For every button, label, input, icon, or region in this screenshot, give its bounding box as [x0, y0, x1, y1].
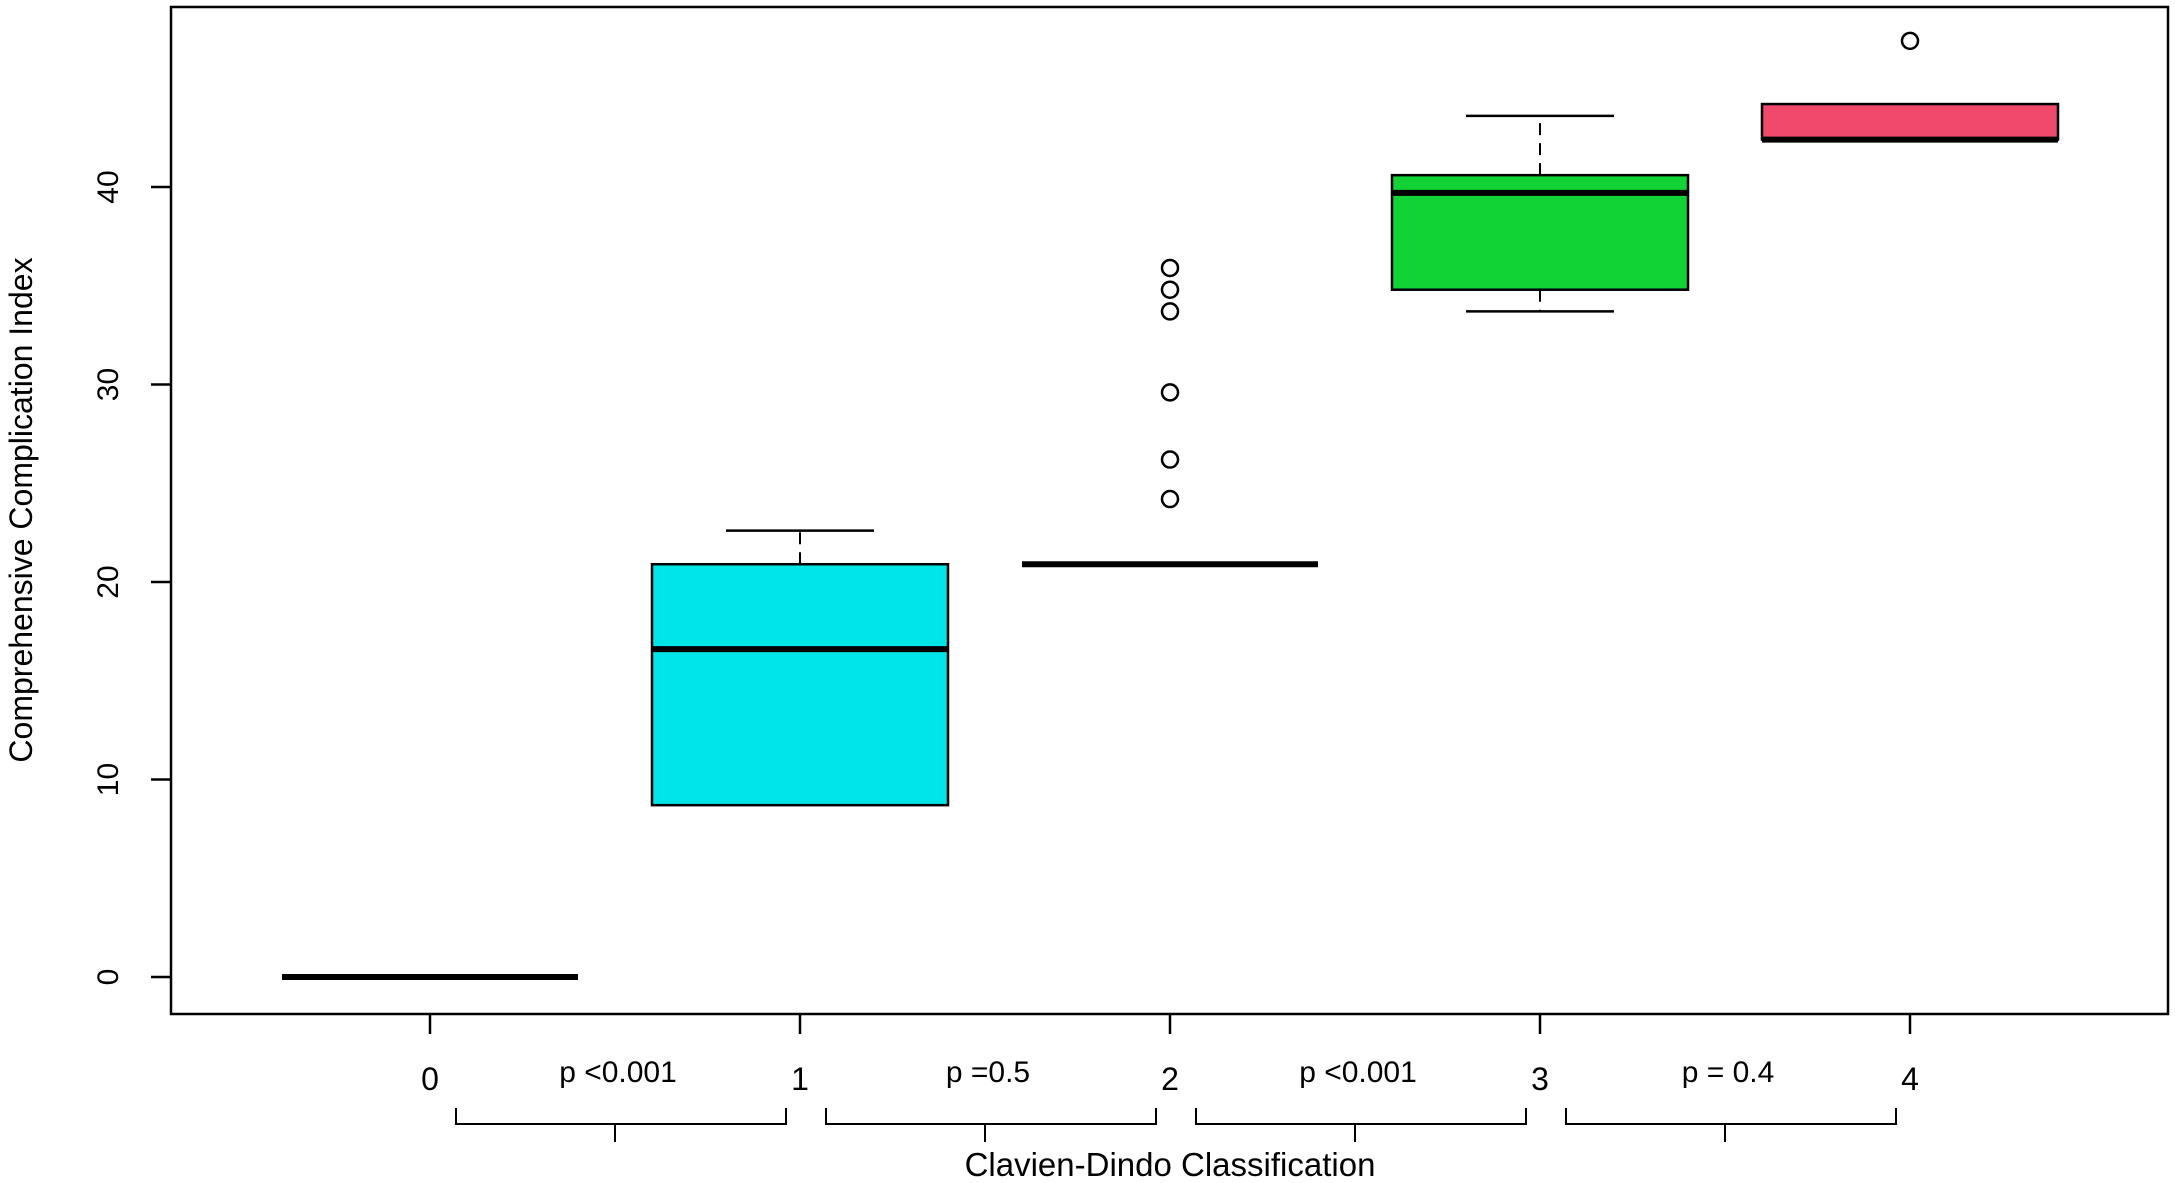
y-axis-label: Comprehensive Complication Index [3, 257, 39, 762]
outlier-point [1160, 450, 1180, 469]
box-group-1 [650, 529, 950, 807]
p-value-label: p <0.001 [1299, 1056, 1417, 1089]
outlier-point [1160, 489, 1180, 509]
x-tick-label: 0 [421, 1061, 439, 1097]
comparison-0-1: p <0.001 [455, 1056, 787, 1142]
p-value-label: p = 0.4 [1682, 1056, 1775, 1089]
box-group-2 [1022, 258, 1318, 568]
y-tick-label: 20 [92, 565, 125, 598]
box-iqr [650, 562, 950, 807]
boxes-layer [282, 31, 2060, 980]
box-iqr [1760, 102, 2060, 141]
comparison-2-3: p <0.001 [1195, 1056, 1527, 1142]
x-axis-label: Clavien-Dindo Classification [965, 1146, 1376, 1183]
x-axis: 0 1 2 3 4 [421, 1014, 1919, 1097]
y-tick-label: 30 [92, 368, 125, 401]
x-tick-label: 1 [791, 1061, 809, 1097]
y-tick-label: 40 [92, 170, 125, 203]
y-tick-label: 0 [92, 969, 125, 986]
comparison-bracket [455, 1108, 787, 1142]
box-group-3 [1390, 114, 1690, 313]
x-tick-label: 2 [1161, 1061, 1179, 1097]
comparison-1-2: p =0.5 [825, 1056, 1157, 1142]
outlier-point [1160, 383, 1180, 402]
p-value-label: p =0.5 [946, 1056, 1030, 1089]
x-tick-label: 3 [1531, 1061, 1549, 1097]
y-tick-label: 10 [92, 763, 125, 796]
outlier-point [1900, 31, 1920, 51]
plot-frame [169, 5, 2170, 1016]
comparison-bracket [1565, 1108, 1897, 1142]
outlier-point [1160, 302, 1180, 321]
p-value-label: p <0.001 [559, 1056, 677, 1089]
outlier-point [1160, 258, 1180, 278]
outlier-point [1160, 280, 1180, 299]
comparison-3-4: p = 0.4 [1565, 1056, 1897, 1142]
comparisons-layer: p <0.001 p =0.5 p <0.001 p = 0.4 [455, 1056, 1897, 1142]
comparison-bracket [825, 1108, 1157, 1142]
box-group-4 [1760, 31, 2060, 143]
y-axis: 0 10 20 30 40 [92, 170, 171, 985]
x-tick-label: 4 [1901, 1061, 1919, 1097]
comparison-bracket [1195, 1108, 1527, 1142]
